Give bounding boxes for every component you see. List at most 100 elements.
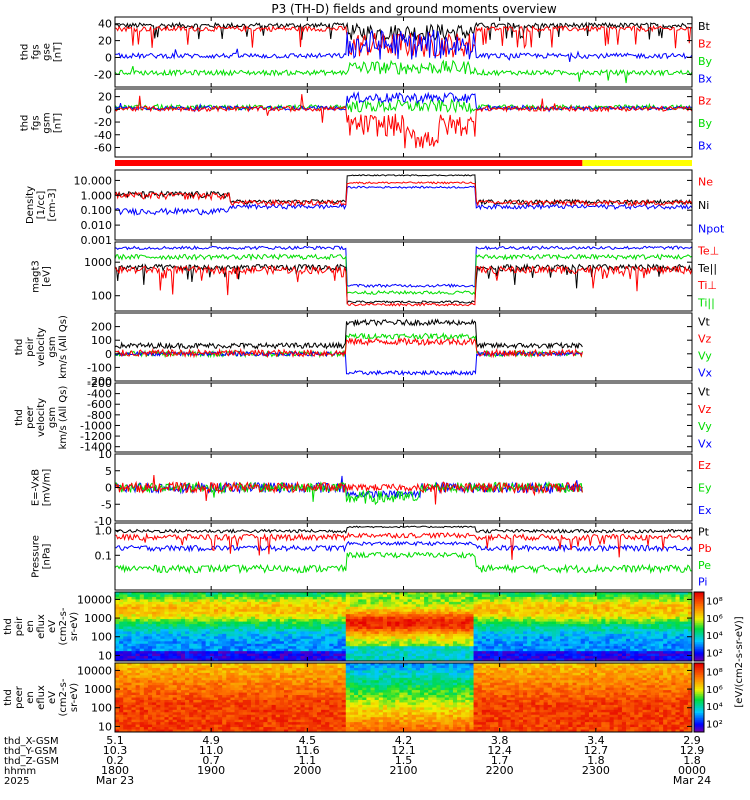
spectrogram-cell xyxy=(119,675,124,679)
spectrogram-cell xyxy=(209,670,215,674)
spectrogram-cell xyxy=(164,704,169,708)
spectrogram-cell xyxy=(143,727,149,730)
spectrogram-cell xyxy=(189,604,194,608)
spectrogram-cell xyxy=(531,611,536,615)
spectrogram-cell xyxy=(205,606,211,610)
spectrogram-cell xyxy=(143,707,149,711)
spectrogram-cell xyxy=(498,614,503,618)
spectrogram-cell xyxy=(172,687,178,691)
spectrogram-cell xyxy=(593,631,598,635)
spectrogram-cell xyxy=(568,638,573,642)
spectrogram-cell xyxy=(580,592,586,595)
spectrogram-cell xyxy=(642,624,648,627)
spectrogram-cell xyxy=(283,621,289,625)
spectrogram-cell xyxy=(127,643,132,647)
spectrogram-cell xyxy=(139,636,145,640)
spectrogram-cell xyxy=(135,609,141,613)
spectrogram-cell xyxy=(514,626,520,630)
spectrogram-cell xyxy=(663,609,668,613)
spectrogram-cell xyxy=(502,638,507,642)
spectrogram-cell xyxy=(115,685,120,689)
spectrogram-cell xyxy=(391,658,396,662)
spectrogram-cell xyxy=(580,638,586,642)
spectrogram-cell xyxy=(180,636,186,640)
spectrogram-cell xyxy=(436,606,441,610)
spectrogram-cell xyxy=(312,646,318,650)
spectrogram-cell xyxy=(263,633,268,637)
spectrogram-cell xyxy=(147,616,153,620)
legend-entry: Ti|| xyxy=(697,296,715,309)
spectrogram-cell xyxy=(246,619,252,622)
spectrogram-cell xyxy=(172,636,178,640)
spectrogram-cell xyxy=(164,714,169,718)
spectrogram-cell xyxy=(679,624,685,627)
spectrogram-cell xyxy=(127,680,132,684)
spectrogram-cell xyxy=(205,653,211,657)
spectrogram-cell xyxy=(547,592,553,595)
spectrogram-cell xyxy=(242,614,248,618)
spectrogram-cell xyxy=(185,656,190,659)
spectrogram-cell xyxy=(279,601,285,605)
spectrogram-cell xyxy=(201,685,207,689)
spectrogram-cell xyxy=(316,594,322,598)
spectrogram-cell xyxy=(115,636,120,640)
y-tick-label: 10.000 xyxy=(74,174,113,187)
spectrogram-cell xyxy=(621,619,627,622)
spectrogram-cell xyxy=(234,621,240,625)
spectrogram-cell xyxy=(123,699,128,703)
spectrogram-cell xyxy=(601,626,606,630)
spectrogram-cell xyxy=(419,643,425,647)
spectrogram-cell xyxy=(613,609,619,613)
spectrogram-cell xyxy=(312,656,318,659)
spectrogram-cell xyxy=(131,641,137,645)
spectrogram-cell xyxy=(119,616,124,620)
spectrogram-cell xyxy=(263,628,268,632)
spectrogram-cell xyxy=(251,596,256,600)
spectrogram-cell xyxy=(321,621,326,625)
spectrogram-cell xyxy=(209,714,215,718)
spectrogram-cell xyxy=(543,628,549,632)
spectrogram-cell xyxy=(411,633,417,637)
spectrogram-cell xyxy=(374,606,380,610)
spectrogram-cell xyxy=(518,638,524,642)
spectrogram-cell xyxy=(626,611,631,615)
spectrogram-cell xyxy=(238,616,244,620)
spectrogram-cell xyxy=(164,616,169,620)
spectrogram-cell xyxy=(605,633,610,637)
spectrogram-cell xyxy=(518,616,524,620)
spectrogram-cell xyxy=(230,621,235,625)
spectrogram-cell xyxy=(263,616,268,620)
spectrogram-cell xyxy=(201,690,207,693)
spectrogram-cell xyxy=(143,729,149,733)
spectrogram-cell xyxy=(226,614,231,618)
spectrogram-cell xyxy=(675,633,681,637)
spectrogram-cell xyxy=(259,656,264,659)
spectrogram-cell xyxy=(687,648,693,652)
spectrogram-cell xyxy=(147,667,153,671)
spectrogram-cell xyxy=(457,628,462,632)
spectrogram-cell xyxy=(292,611,297,615)
spectrogram-cell xyxy=(609,624,615,627)
spectrogram-cell xyxy=(391,596,396,600)
spectrogram-cell xyxy=(391,611,396,615)
spectrogram-cell xyxy=(119,677,124,681)
spectrogram-cell xyxy=(448,621,454,625)
spectrogram-cell xyxy=(572,606,577,610)
spectrogram-cell xyxy=(494,619,499,622)
spectrogram-cell xyxy=(452,656,458,659)
spectrogram-cell xyxy=(316,638,322,642)
spectrogram-cell xyxy=(267,606,273,610)
spectrogram-cell xyxy=(605,619,610,622)
spectrogram-cell xyxy=(551,614,557,618)
spectrogram-cell xyxy=(172,702,178,706)
spectrogram-cell xyxy=(164,687,169,691)
spectrogram-cell xyxy=(296,626,301,630)
spectrogram-cell xyxy=(543,596,549,600)
spectrogram-cell xyxy=(378,648,384,652)
spectrogram-cell xyxy=(473,601,479,605)
spectrogram-cell xyxy=(156,697,161,701)
spectrogram-cell xyxy=(197,685,202,689)
spectrogram-cell xyxy=(176,592,182,595)
legend-entry: Pe xyxy=(698,559,711,572)
spectrogram-cell xyxy=(329,658,334,662)
